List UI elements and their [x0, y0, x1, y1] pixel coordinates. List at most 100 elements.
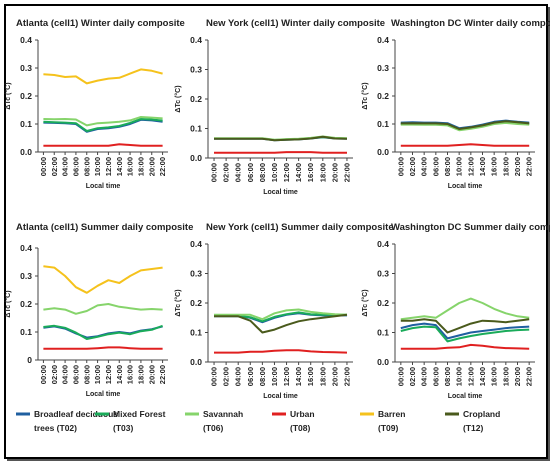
y-axis-label: ΔTc (°C)	[361, 289, 369, 316]
series-line	[400, 322, 530, 340]
x-tick-label: 14:00	[294, 367, 303, 386]
series-line	[43, 265, 163, 294]
legend-item: Mixed Forest (T03)	[95, 409, 166, 433]
x-tick-label: 16:00	[490, 157, 499, 176]
chart-panel-6: Washington DC Summer daily composite 0.0 0…	[361, 222, 550, 400]
x-axis-label: Local time	[86, 183, 121, 190]
y-axis-label: ΔTc (°C)	[4, 290, 12, 317]
y-tick-label: 0.1	[377, 328, 389, 338]
x-tick-label: 04:00	[420, 367, 429, 386]
series-line	[43, 143, 163, 147]
y-tick-label: 0.4	[190, 35, 202, 45]
x-tick-label: 00:00	[39, 365, 48, 384]
legend-label: Savannah	[203, 409, 243, 419]
x-tick-label: 00:00	[396, 367, 405, 386]
x-tick-label: 14:00	[294, 163, 303, 182]
legend-item: Urban (T08)	[272, 409, 315, 433]
x-tick-label: 16:00	[306, 163, 315, 182]
legend-label: Barren	[378, 409, 405, 419]
y-tick-label: 0.2	[377, 298, 389, 308]
x-tick-label: 22:00	[158, 365, 167, 384]
chart-title: Atlanta (cell1) Summer daily composite	[16, 222, 193, 233]
x-axis-label: Local time	[263, 189, 298, 196]
chart-panel-2: New York (cell1) Winter daily composite 0…	[174, 18, 385, 196]
x-tick-label: 12:00	[282, 367, 291, 386]
legend-label: Urban	[290, 409, 315, 419]
series-line	[400, 143, 530, 147]
y-tick-label: 0.0	[377, 357, 389, 367]
y-tick-label: 0.3	[190, 65, 202, 75]
series-line	[214, 151, 347, 154]
x-tick-label: 08:00	[258, 163, 267, 182]
series-line	[43, 118, 163, 132]
x-tick-label: 06:00	[71, 157, 80, 176]
series-line	[400, 297, 530, 321]
x-tick-label: 10:00	[455, 367, 464, 386]
series-line	[43, 346, 163, 350]
x-tick-label: 02:00	[408, 367, 417, 386]
chart-panel-4: Atlanta (cell1) Summer daily composite00…	[4, 222, 193, 398]
series-line	[400, 325, 530, 343]
series-line	[400, 121, 530, 132]
x-tick-label: 02:00	[222, 163, 231, 182]
chart-title: New York (cell1) Summer daily composite	[206, 222, 394, 233]
x-tick-label: 02:00	[50, 157, 59, 176]
x-tick-label: 18:00	[318, 163, 327, 182]
y-tick-label: 0.1	[20, 327, 32, 337]
series-line	[43, 68, 163, 85]
chart-panel-3: Washington DC Winter daily composite 0.0 0…	[361, 18, 550, 190]
legend-label-line2: (T08)	[290, 423, 310, 433]
x-tick-label: 20:00	[147, 365, 156, 384]
series-line	[43, 324, 163, 340]
x-tick-label: 14:00	[478, 367, 487, 386]
y-tick-label: 0	[27, 355, 32, 365]
x-tick-label: 22:00	[342, 163, 351, 182]
x-tick-label: 02:00	[50, 365, 59, 384]
x-tick-label: 08:00	[82, 365, 91, 384]
y-tick-label: 0.3	[190, 269, 202, 279]
x-tick-label: 08:00	[258, 367, 267, 386]
legend-label-line2: (T03)	[113, 423, 133, 433]
series-line	[400, 120, 530, 130]
series-line	[214, 308, 348, 321]
y-tick-label: 0.0	[377, 147, 389, 157]
chart-panel-1: Atlanta (cell1) Winter daily composite 0.…	[4, 18, 185, 190]
x-tick-label: 18:00	[318, 367, 327, 386]
x-tick-label: 18:00	[501, 157, 510, 176]
x-tick-label: 16:00	[490, 367, 499, 386]
legend-item: Broadleaf deciduous trees (T02)	[16, 409, 118, 433]
x-tick-label: 10:00	[270, 367, 279, 386]
y-tick-label: 0.0	[190, 153, 202, 163]
y-axis-label: ΔTc (°C)	[174, 85, 182, 112]
x-tick-label: 04:00	[234, 163, 243, 182]
series-line	[400, 318, 530, 334]
x-tick-label: 20:00	[513, 157, 522, 176]
x-tick-label: 02:00	[222, 367, 231, 386]
y-tick-label: 0.4	[377, 35, 389, 45]
legend-item: Cropland (T12)	[445, 409, 500, 433]
y-axis-label: ΔTc (°C)	[361, 82, 369, 109]
series-line	[214, 349, 348, 354]
x-tick-label: 06:00	[246, 367, 255, 386]
x-axis-label: Local time	[448, 393, 483, 400]
legend-label: Broadleaf deciduous	[34, 409, 118, 419]
y-tick-label: 0.2	[20, 91, 32, 101]
series-line	[400, 343, 530, 350]
legend: Broadleaf deciduous trees (T02) Mixed Fore…	[16, 409, 500, 433]
x-tick-label: 08:00	[82, 157, 91, 176]
x-tick-label: 22:00	[158, 157, 167, 176]
x-tick-label: 00:00	[210, 367, 219, 386]
figure-frame	[4, 4, 548, 459]
legend-label-line2: (T06)	[203, 423, 223, 433]
series-line	[43, 116, 163, 127]
x-tick-label: 12:00	[104, 157, 113, 176]
x-axis-label: Local time	[86, 391, 121, 398]
x-tick-label: 18:00	[136, 157, 145, 176]
y-tick-label: 0.2	[20, 299, 32, 309]
legend-label-line2: (T09)	[378, 423, 398, 433]
y-axis-label: ΔTc (°C)	[174, 289, 182, 316]
y-tick-label: 0.4	[20, 243, 32, 253]
x-tick-label: 16:00	[306, 367, 315, 386]
y-tick-label: 0.3	[377, 63, 389, 73]
x-tick-label: 00:00	[396, 157, 405, 176]
